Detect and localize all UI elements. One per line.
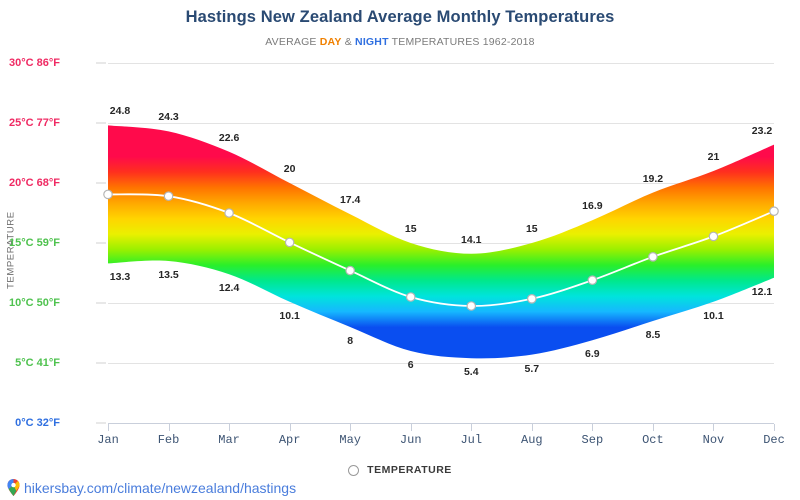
x-tick-mark — [229, 424, 231, 431]
data-point-marker[interactable] — [345, 265, 355, 276]
y-axis-title: TEMPERATURE — [5, 211, 17, 289]
gridline — [108, 423, 774, 424]
low-temp-label: 5.7 — [524, 362, 540, 375]
y-tick-mark — [96, 122, 106, 124]
y-tick-mark — [96, 62, 106, 64]
source-footer: hikersbay.com/climate/newzealand/hasting… — [6, 479, 296, 496]
subtitle-pre: AVERAGE — [265, 36, 320, 48]
high-temp-label: 24.3 — [158, 111, 179, 124]
low-temp-label: 13.5 — [158, 269, 179, 281]
x-axis-month-label: Mar — [218, 433, 240, 447]
x-axis: Jan Feb Mar Apr May Jun Jul Aug Sep Oct Nov Dec — [97, 424, 785, 452]
temperature-band-chart — [103, 125, 779, 359]
x-tick-mark — [168, 424, 170, 431]
low-temp-label: 10.1 — [703, 309, 724, 322]
y-tick-label: 20°C 68°F — [9, 177, 60, 189]
low-temp-label: 10.1 — [279, 309, 300, 322]
x-tick-mark — [774, 424, 775, 431]
source-url-link[interactable]: hikersbay.com/climate/newzealand/hasting… — [24, 479, 297, 496]
data-point-marker[interactable] — [284, 237, 295, 248]
x-axis-month-label: Oct — [642, 433, 664, 447]
data-point-marker[interactable] — [466, 301, 477, 311]
x-axis-month-label: Apr — [278, 433, 301, 447]
high-temp-label: 16.9 — [582, 200, 603, 213]
x-axis-month-label: Feb — [157, 433, 180, 447]
low-temp-label: 6.9 — [585, 348, 600, 361]
y-tick-label: 30°C 86°F — [9, 57, 60, 69]
y-tick-mark — [96, 182, 106, 184]
data-point-marker[interactable] — [527, 294, 537, 304]
high-temp-label: 20 — [283, 163, 296, 175]
data-point-marker[interactable] — [103, 189, 113, 200]
high-temp-label: 17.4 — [339, 194, 361, 207]
data-point-marker[interactable] — [587, 275, 598, 285]
circle-marker-icon — [348, 464, 360, 476]
y-tick-mark — [96, 362, 106, 364]
data-point-marker[interactable] — [224, 208, 234, 218]
chart-title: Hastings New Zealand Average Monthly Tem… — [185, 8, 615, 26]
legend-label: TEMPERATURE — [367, 464, 452, 476]
x-tick-mark — [592, 424, 594, 431]
y-tick-mark — [96, 422, 106, 424]
data-point-marker[interactable] — [708, 231, 719, 242]
y-tick-mark — [96, 302, 106, 304]
gridline — [108, 63, 774, 64]
x-tick-mark — [350, 424, 352, 431]
x-tick-mark — [410, 424, 412, 431]
map-pin-icon — [6, 479, 21, 496]
low-temp-label: 6 — [407, 359, 414, 371]
y-tick-label: 5°C 41°F — [15, 357, 60, 369]
high-temp-label: 15 — [404, 223, 417, 235]
plot-area: 0°C 32°F 5°C 41°F 10°C 50°F 15°C 59°F 20°C 6… — [9, 57, 779, 429]
low-temp-label: 5.4 — [463, 366, 479, 379]
x-tick-mark — [531, 424, 533, 431]
high-temp-label: 22.6 — [218, 131, 240, 144]
data-point-marker[interactable] — [163, 191, 174, 201]
x-axis-month-label: Aug — [521, 433, 543, 447]
x-tick-mark — [471, 424, 473, 431]
x-axis-month-label: Jun — [399, 433, 422, 447]
high-temp-label: 15 — [525, 223, 538, 235]
gridline — [108, 243, 774, 244]
high-temp-label: 23.2 — [751, 124, 773, 137]
high-temp-label: 19.2 — [642, 172, 664, 185]
x-axis-month-label: Dec — [763, 433, 785, 447]
high-temp-label: 21 — [707, 151, 720, 163]
x-tick-mark — [108, 424, 109, 431]
low-temp-label: 8.5 — [645, 329, 661, 341]
data-point-marker[interactable] — [769, 206, 779, 216]
low-temp-label: 13.3 — [109, 271, 131, 284]
x-axis-month-label: Nov — [702, 433, 725, 447]
data-point-marker[interactable] — [648, 252, 658, 262]
x-axis-month-label: Jan — [97, 433, 119, 447]
x-tick-mark — [713, 424, 715, 431]
y-tick-label: 15°C 59°F — [9, 237, 60, 249]
y-tick-label: 25°C 77°F — [9, 117, 60, 129]
high-temp-label: 24.8 — [109, 105, 131, 118]
low-temp-label: 12.1 — [751, 285, 773, 298]
subtitle-day-word: DAY — [319, 36, 342, 48]
gridline — [108, 183, 774, 184]
chart-subtitle: AVERAGE DAY & NIGHT TEMPERATURES 1962-20… — [0, 36, 800, 48]
data-point-marker[interactable] — [405, 292, 416, 302]
low-temp-label: 8 — [347, 335, 354, 347]
gridline — [108, 363, 774, 364]
gridline — [108, 123, 774, 124]
x-tick-mark — [289, 424, 291, 431]
subtitle-ampersand: & — [341, 36, 356, 48]
high-temp-label: 14.1 — [461, 233, 482, 246]
low-temp-label: 12.4 — [218, 282, 240, 295]
x-tick-mark — [652, 424, 654, 431]
subtitle-night-word: NIGHT — [355, 36, 389, 48]
chart-legend: TEMPERATURE — [0, 464, 800, 476]
subtitle-post: TEMPERATURES 1962-2018 — [388, 36, 535, 48]
x-axis-month-label: Sep — [581, 433, 604, 447]
temperature-range-band — [108, 125, 774, 359]
y-tick-mark — [96, 242, 106, 244]
x-axis-month-label: May — [339, 433, 361, 447]
x-axis-month-label: Jul — [460, 433, 483, 447]
y-tick-label: 0°C 32°F — [15, 417, 60, 429]
y-tick-label: 10°C 50°F — [9, 297, 60, 309]
